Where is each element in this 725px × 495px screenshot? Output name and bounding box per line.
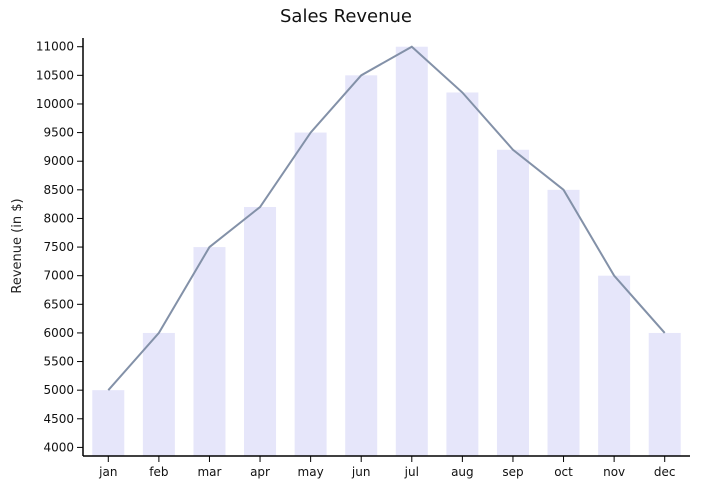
y-tick-label-6000: 6000 — [43, 326, 74, 340]
x-tick-label-jan: jan — [98, 465, 117, 479]
x-tick-label-sep: sep — [502, 465, 523, 479]
bars-group — [92, 46, 681, 457]
x-tick-label-oct: oct — [554, 465, 573, 479]
x-tick-label-mar: mar — [197, 465, 221, 479]
x-axis: jan feb mar apr may jun jul aug sep oct nov dec — [83, 455, 690, 479]
chart-title: Sales Revenue — [280, 6, 412, 27]
y-tick-label-7000: 7000 — [43, 269, 74, 283]
x-tick-label-apr: apr — [250, 465, 270, 479]
line-group — [107, 45, 666, 391]
y-tick-label-7500: 7500 — [43, 240, 74, 254]
y-tick-label-8000: 8000 — [43, 211, 74, 225]
y-tick-label-10000: 10000 — [36, 97, 74, 111]
y-tick-label-4500: 4500 — [43, 412, 74, 426]
y-axis: 4000 4500 5000 5500 6000 6500 7000 7500 8000 8500… — [36, 38, 84, 456]
x-tick-label-jun: jun — [351, 465, 371, 479]
y-tick-label-5500: 5500 — [43, 355, 74, 369]
x-tick-label-aug: aug — [451, 465, 474, 479]
bar-dec — [648, 332, 681, 456]
revenue-line — [107, 45, 666, 391]
y-tick-label-8500: 8500 — [43, 183, 74, 197]
y-tick-label-5000: 5000 — [43, 383, 74, 397]
y-tick-label-9500: 9500 — [43, 126, 74, 140]
x-tick-label-nov: nov — [603, 465, 625, 479]
x-tick-label-jul: jul — [404, 465, 419, 479]
bar-mar — [193, 247, 226, 456]
x-tick-label-feb: feb — [149, 465, 168, 479]
y-tick-label-6500: 6500 — [43, 297, 74, 311]
bar-jul — [395, 46, 428, 456]
bar-aug — [446, 92, 479, 457]
y-tick-label-11000: 11000 — [36, 40, 74, 54]
x-tick-label-may: may — [298, 465, 324, 479]
y-tick-label-4000: 4000 — [43, 440, 74, 454]
bar-jan — [92, 390, 125, 456]
bar-nov — [598, 275, 631, 456]
bar-sep — [496, 149, 529, 456]
bar-may — [294, 132, 327, 456]
bar-jun — [345, 75, 378, 456]
y-axis-label: Revenue (in $) — [10, 198, 25, 293]
bar-apr — [244, 207, 277, 456]
bar-feb — [142, 332, 175, 456]
x-tick-label-dec: dec — [654, 465, 676, 479]
y-tick-label-10500: 10500 — [36, 68, 74, 82]
bar-oct — [547, 189, 580, 456]
y-tick-label-9000: 9000 — [43, 154, 74, 168]
